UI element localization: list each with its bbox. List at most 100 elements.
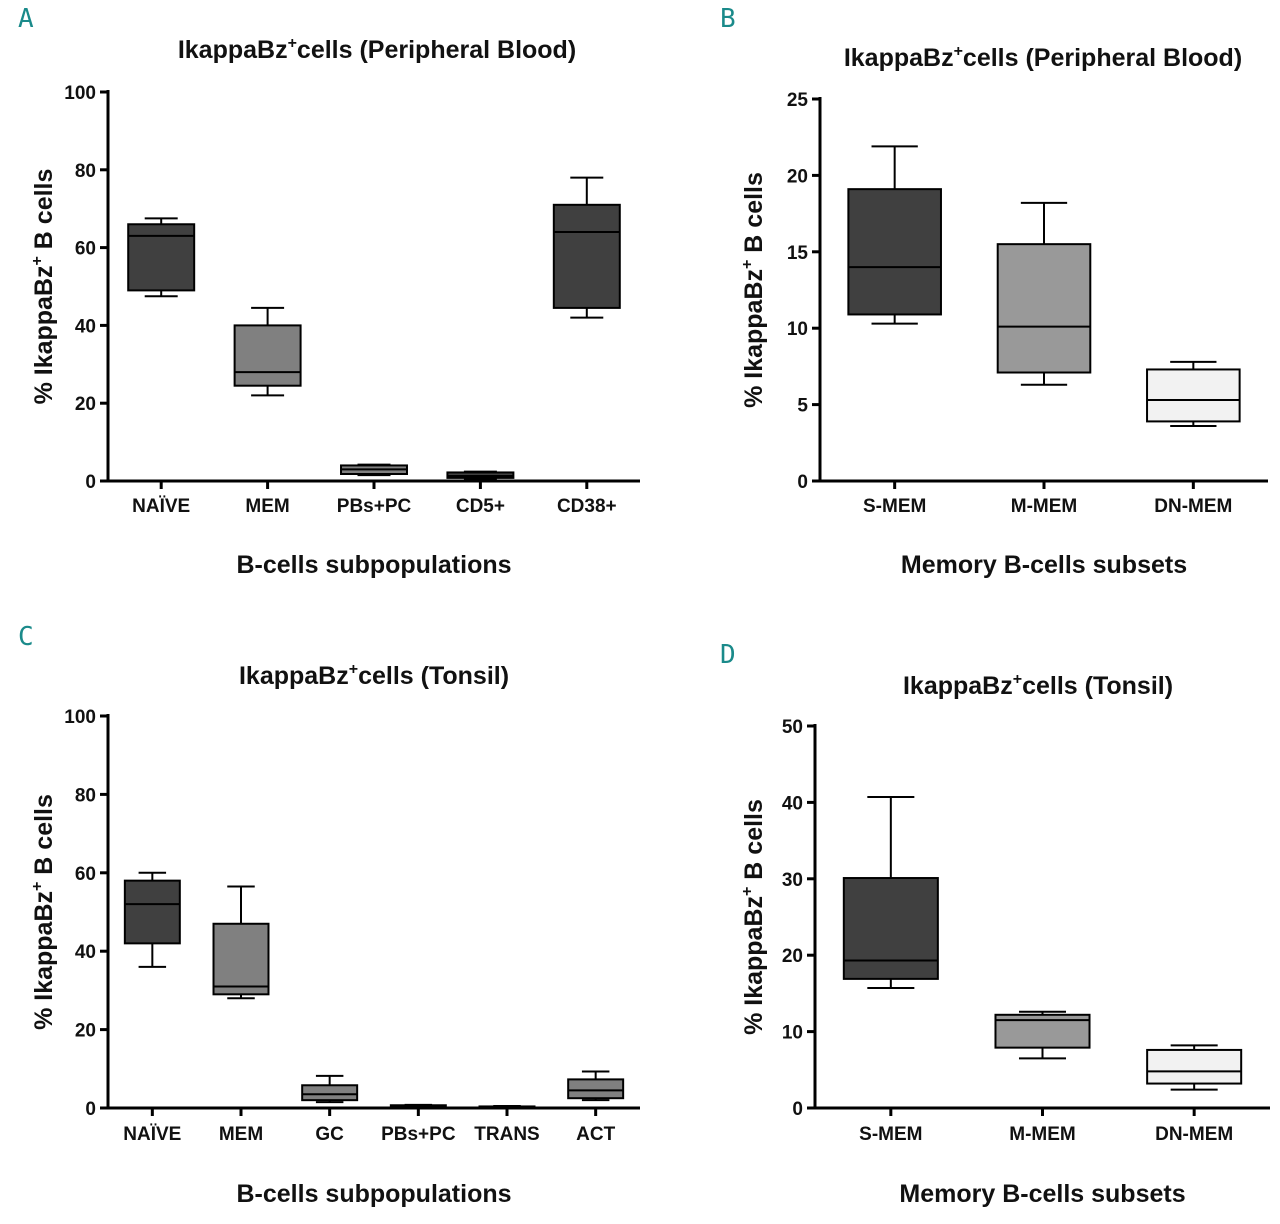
box [212,922,270,996]
box-plot [123,871,181,1116]
x-tick-label: MEM [245,496,289,517]
x-tick-label: S-MEM [863,496,926,517]
panel-letter: D [720,640,736,670]
y-tick-label: 0 [792,1099,803,1120]
y-tick-label: 30 [782,870,803,891]
box-plot [994,1010,1091,1116]
x-tick-label: NAÏVE [132,496,190,517]
box [847,188,942,316]
title-rest: cells (Tonsil) [1022,672,1173,700]
box [301,1084,359,1102]
title-superscript: + [288,35,297,52]
panel-letter: A [18,4,34,34]
title-rest: cells (Tonsil) [358,662,509,690]
y-tick-label: 100 [64,83,96,104]
chart-a: IkappaBz+cells (Peripheral Blood)0204060… [29,35,640,579]
y-tick-label: 20 [787,166,808,187]
x-tick-label: ACT [576,1124,615,1145]
box [567,1078,625,1100]
y-axis-title: % IkappaBz+ B cells [29,794,58,1030]
box-plot [127,217,196,489]
box [996,243,1092,374]
x-tick-label: MEM [219,1124,263,1145]
y-title-rest: B cells [30,169,58,257]
y-tick-label: 0 [85,1099,96,1120]
title-main: IkappaBz [239,662,349,690]
y-tick-label: 15 [787,243,809,264]
box-plot [478,1105,536,1116]
y-tick-label: 20 [75,1021,96,1042]
y-title-superscript: + [739,260,756,269]
y-title-superscript: + [739,887,756,896]
title-main: IkappaBz [178,36,288,64]
y-tick-label: 40 [75,942,96,963]
x-tick-label: CD38+ [557,496,617,517]
box-plot [567,1070,625,1116]
y-tick-label: 0 [85,472,96,493]
x-tick-label: GC [315,1124,344,1145]
box [1146,368,1241,423]
title-main: IkappaBz [903,672,1013,700]
box-plot [389,1103,447,1116]
box [233,324,302,387]
x-tick-label: M-MEM [1011,496,1077,517]
title-superscript: + [954,43,963,60]
y-tick-label: 80 [75,785,96,806]
x-tick-label: TRANS [474,1124,539,1145]
title-rest: cells (Peripheral Blood) [297,36,576,64]
box-plot [847,145,942,489]
chart-title: IkappaBz+cells (Peripheral Blood) [844,43,1242,72]
x-axis-title: Memory B-cells subsets [901,551,1187,579]
y-tick-label: 80 [75,161,96,182]
box-plot [842,796,939,1116]
box [552,203,621,309]
chart-title: IkappaBz+cells (Tonsil) [239,661,509,690]
x-axis-title: Memory B-cells subsets [899,1180,1185,1208]
x-tick-label: NAÏVE [123,1124,181,1145]
y-title-rest: B cells [740,799,768,887]
y-title-superscript: + [29,256,46,265]
box-plot [446,470,515,489]
box-plot [233,306,302,489]
chart-b: IkappaBz+cells (Peripheral Blood)0510152… [739,43,1268,579]
y-tick-label: 0 [797,472,808,493]
panel-c: C IkappaBz+cells (Tonsil) 0 20 40 60 80 100% I… [0,610,640,1219]
y-tick-label: 60 [75,239,96,260]
y-title-superscript: + [29,882,46,891]
y-tick-label: 100 [64,707,96,728]
x-tick-label: PBs+PC [337,496,412,517]
y-title-main: % IkappaBz [740,269,768,408]
box-plot [552,176,621,489]
y-title-rest: B cells [30,794,58,882]
x-tick-label: S-MEM [859,1124,922,1145]
title-superscript: + [349,661,358,678]
x-tick-label: M-MEM [1009,1124,1075,1145]
y-tick-label: 10 [787,319,808,340]
box-plot [1146,360,1241,489]
box-plot [996,201,1092,489]
chart-title: IkappaBz+cells (Tonsil) [903,671,1173,700]
title-superscript: + [1013,671,1022,688]
title-main: IkappaBz [844,44,954,72]
y-axis-title: % IkappaBz+ B cells [739,799,768,1035]
y-tick-label: 50 [782,717,803,738]
panel-b: B IkappaBz+cells (Peripheral Blood) 0 5 10 1… [640,0,1280,600]
y-title-main: % IkappaBz [30,891,58,1030]
chart-title: IkappaBz+cells (Peripheral Blood) [178,35,576,64]
box-plot [340,463,408,489]
y-axis-title: % IkappaBz+ B cells [739,172,768,408]
y-tick-label: 20 [75,394,96,415]
y-axis-title: % IkappaBz+ B cells [29,169,58,405]
x-tick-label: DN-MEM [1155,1124,1233,1145]
panel-d: D IkappaBz+cells (Tonsil) 0 10 20 30 40 50% Ik… [640,610,1280,1219]
x-tick-label: CD5+ [456,496,505,517]
box [1146,1048,1243,1085]
y-tick-label: 60 [75,864,96,885]
panel-letter: C [18,622,34,652]
box [123,879,181,945]
box-plot [212,885,270,1116]
panel-a: A IkappaBz+cells (Peripheral Blood) 0 20 40… [0,0,640,600]
box [842,877,939,980]
